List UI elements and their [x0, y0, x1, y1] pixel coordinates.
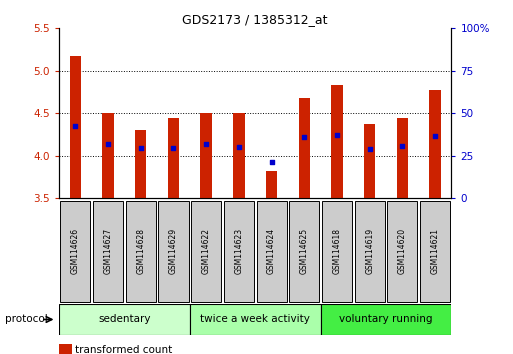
Point	[333, 132, 341, 137]
Title: GDS2173 / 1385312_at: GDS2173 / 1385312_at	[183, 13, 328, 26]
Bar	[201, 113, 212, 198]
Bar	[159, 201, 188, 302]
Bar	[59, 304, 190, 335]
Text: GSM114627: GSM114627	[104, 228, 112, 274]
Bar	[289, 201, 319, 302]
Point	[300, 134, 308, 140]
Bar	[387, 201, 418, 302]
Point	[71, 123, 80, 129]
Text: GSM114628: GSM114628	[136, 228, 145, 274]
Text: GSM114629: GSM114629	[169, 228, 178, 274]
Bar	[61, 201, 90, 302]
Bar	[191, 201, 221, 302]
Text: GSM114620: GSM114620	[398, 228, 407, 274]
Text: GSM114621: GSM114621	[430, 228, 440, 274]
Bar	[429, 90, 441, 198]
Bar	[93, 201, 123, 302]
Bar	[266, 171, 278, 198]
Text: GSM114623: GSM114623	[234, 228, 243, 274]
Bar	[354, 201, 385, 302]
Text: transformed count: transformed count	[75, 346, 173, 354]
Bar	[233, 113, 245, 198]
Bar	[331, 85, 343, 198]
Point	[267, 159, 275, 165]
Bar	[322, 201, 352, 302]
Bar	[256, 201, 287, 302]
Text: protocol: protocol	[5, 314, 48, 325]
Bar	[126, 201, 156, 302]
Text: GSM114626: GSM114626	[71, 228, 80, 274]
Bar	[397, 118, 408, 198]
Point	[431, 133, 439, 139]
Point	[104, 141, 112, 147]
Bar	[102, 113, 114, 198]
Bar	[321, 304, 451, 335]
Point	[136, 145, 145, 151]
Text: voluntary running: voluntary running	[339, 314, 433, 325]
Bar	[168, 118, 179, 198]
Text: sedentary: sedentary	[98, 314, 151, 325]
Point	[169, 145, 177, 151]
Point	[202, 141, 210, 147]
Text: GSM114619: GSM114619	[365, 228, 374, 274]
Point	[398, 143, 406, 148]
Bar	[190, 304, 321, 335]
Text: GSM114618: GSM114618	[332, 228, 342, 274]
Bar	[135, 130, 147, 198]
Text: GSM114622: GSM114622	[202, 228, 211, 274]
Text: GSM114625: GSM114625	[300, 228, 309, 274]
Bar	[364, 124, 376, 198]
Point	[366, 146, 374, 152]
Bar	[299, 98, 310, 198]
Bar	[224, 201, 254, 302]
Text: GSM114624: GSM114624	[267, 228, 276, 274]
Bar	[420, 201, 450, 302]
Text: twice a week activity: twice a week activity	[200, 314, 310, 325]
Bar	[70, 56, 81, 198]
Point	[235, 144, 243, 150]
